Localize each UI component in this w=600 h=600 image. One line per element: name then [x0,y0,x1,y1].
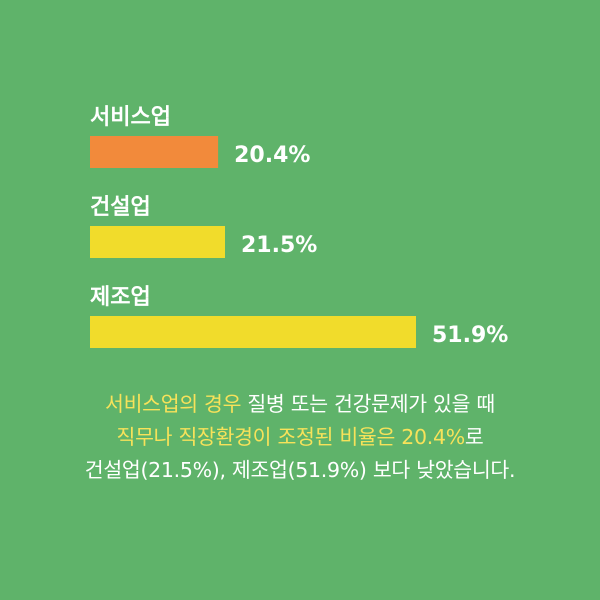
bars-layer: 서비스업 20.4% 건설업 21.5% 제조업 51.9% [90,105,508,348]
category-label: 건설업 [90,195,151,220]
bar-chart: 서비스업 20.4% 건설업 21.5% 제조업 51.9% [90,105,508,348]
caption-line-2: 직무나 직장환경이 조정된 비율은 20.4%로 [20,421,580,454]
bar [90,136,219,168]
bar [90,226,225,258]
caption-text-2: 로 [464,425,484,449]
chart-caption: 서비스업의 경우 질병 또는 건강문제가 있을 때 직무나 직장환경이 조정된 … [20,388,580,487]
category-label: 서비스업 [90,105,171,130]
caption-highlight-2: 직무나 직장환경이 조정된 비율은 20.4% [116,425,466,449]
value-label: 21.5% [241,233,317,258]
caption-line-3: 건설업(21.5%), 제조업(51.9%) 보다 낮았습니다. [84,458,516,482]
caption-line-1: 서비스업의 경우 질병 또는 건강문제가 있을 때 [20,388,580,421]
caption-highlight-1: 서비스업의 경우 [105,392,242,416]
category-label: 제조업 [90,285,151,310]
value-label: 51.9% [432,323,508,348]
bar [90,316,416,348]
value-label: 20.4% [234,143,310,168]
caption-text-1: 질병 또는 건강문제가 있을 때 [241,392,495,416]
